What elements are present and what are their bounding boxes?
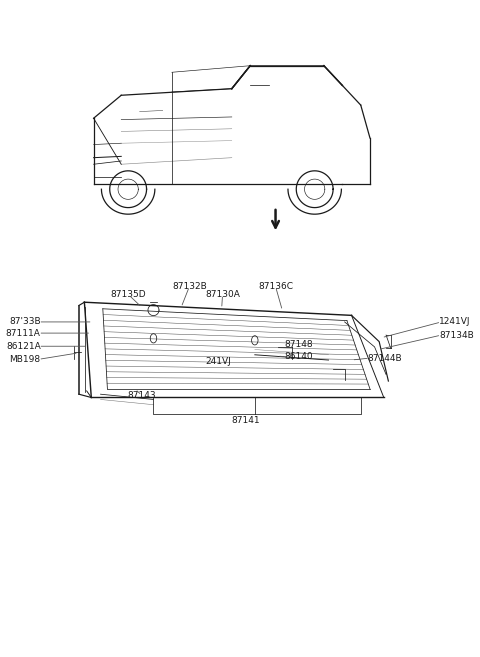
Text: 87143: 87143: [128, 391, 156, 400]
Text: 86121A: 86121A: [6, 342, 41, 351]
Text: 241VJ: 241VJ: [205, 357, 231, 366]
Text: MB198: MB198: [10, 355, 41, 364]
Text: 87148: 87148: [285, 340, 313, 350]
Text: 87111A: 87111A: [6, 328, 41, 338]
Text: 87130A: 87130A: [205, 290, 240, 299]
Text: 1241VJ: 1241VJ: [439, 317, 470, 327]
Text: 87135D: 87135D: [110, 290, 146, 299]
Text: 87141: 87141: [231, 416, 260, 425]
Text: 87134B: 87134B: [439, 330, 474, 340]
Text: 87132B: 87132B: [172, 282, 207, 291]
Text: 86140: 86140: [285, 352, 313, 361]
Text: 87144B: 87144B: [368, 353, 402, 363]
Text: 87'33B: 87'33B: [9, 317, 41, 327]
Text: 87136C: 87136C: [258, 282, 293, 291]
